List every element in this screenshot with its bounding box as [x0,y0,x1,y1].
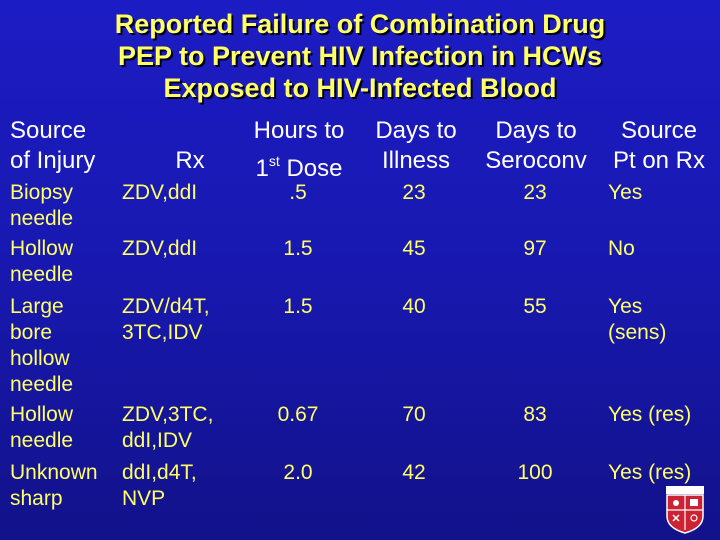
row-3-rx: ZDV/d4T, 3TC,IDV [122,294,210,346]
row-4-rx-line-2: ddI,IDV [122,429,193,452]
row-4-pt-rx-line-1: Yes (res) [608,403,692,426]
header-hours-to-first-dose: Hours to 1st Dose [238,116,360,184]
row-1-pt-rx: Yes [608,180,642,206]
header-hours-superscript: st [268,153,280,169]
row-3-source-line-3: hollow [10,347,70,370]
row-3-rx-line-1: ZDV/d4T, [122,295,210,318]
header-days-to-seroconv: Days to Seroconv [474,116,598,176]
row-1-source: Biopsy needle [10,180,73,232]
header-rx: Rx [140,116,240,176]
row-4-source: Hollow needle [10,402,73,454]
row-2-source-line-1: Hollow [10,237,74,260]
row-3-pt-rx-line-1: Yes [608,295,643,318]
title-line-1: Reported Failure of Combination Drug [114,9,606,39]
row-3-source-line-2: bore [10,321,53,344]
row-2-source: Hollow needle [10,236,73,288]
row-3-seroconv: 55 [523,295,547,318]
row-4-illness: 70 [402,403,426,426]
row-3-pt-rx-line-2: (sens) [608,321,667,344]
row-1-rx-line-1: ZDV,ddI [122,181,198,204]
row-1-source-line-2: needle [10,207,74,230]
header-source-pt-on-rx: Source Pt on Rx [600,116,718,176]
row-4-rx-line-1: ZDV,3TC, [122,403,214,426]
title-line-3: Exposed to HIV-Infected Blood [163,73,557,103]
row-2-rx: ZDV,ddI [122,236,197,262]
header-hours-number: 1 [255,155,269,182]
row-3-illness: 40 [402,295,426,318]
row-3-rx-line-2: 3TC,IDV [122,321,203,344]
row-5-illness: 42 [402,461,426,484]
row-3-pt-rx: Yes (sens) [608,294,666,346]
row-2-rx-line-1: ZDV,ddI [122,237,198,260]
row-3-hours: 1.5 [283,295,313,318]
row-4-rx: ZDV,3TC, ddI,IDV [122,402,213,454]
header-source: Source of Injury [10,116,95,176]
header-rx-line-1 [140,116,240,146]
row-4-hours: 0.67 [277,403,319,426]
header-seroconv-line-1: Days to [495,117,577,144]
header-source-line-2: of Injury [10,147,96,174]
row-5-pt-rx-line-1: Yes (res) [608,461,692,484]
row-2-seroconv: 97 [523,237,547,260]
row-5-source-line-1: Unknown [10,461,98,484]
row-4-pt-rx: Yes (res) [608,402,691,428]
header-pt-line-1: Source [620,117,698,144]
header-seroconv-line-2: Seroconv [485,147,587,174]
row-1-illness: 23 [402,181,426,204]
row-5-rx-line-1: ddI,d4T, [122,461,197,484]
header-rx-line-2: Rx [175,147,205,174]
row-3-source: Large bore hollow needle [10,294,73,398]
header-source-line-1: Source [10,117,87,144]
header-illness-line-1: Days to [375,117,457,144]
row-1-pt-rx-line-1: Yes [608,181,643,204]
row-5-rx-line-2: NVP [122,487,166,510]
row-3-source-line-4: needle [10,373,74,396]
row-5-seroconv: 100 [517,461,553,484]
row-1-hours: .5 [289,181,307,204]
row-5-pt-rx: Yes (res) [608,460,691,486]
row-4-source-line-1: Hollow [10,403,74,426]
row-1-rx: ZDV,ddI [122,180,197,206]
header-hours-line-1: Hours to [253,117,345,144]
row-2-pt-rx-line-1: No [608,237,635,260]
row-2-illness: 45 [402,237,426,260]
row-4-seroconv: 83 [523,403,547,426]
header-days-to-illness: Days to Illness [362,116,470,176]
row-3-source-line-1: Large [10,295,64,318]
title-line-2: PEP to Prevent HIV Infection in HCWs [117,41,603,71]
header-illness-line-2: Illness [381,147,451,174]
row-5-source-line-2: sharp [10,487,63,510]
header-pt-line-2: Pt on Rx [612,147,706,174]
row-2-source-line-2: needle [10,263,74,286]
row-1-seroconv: 23 [523,181,547,204]
row-5-rx: ddI,d4T, NVP [122,460,197,512]
university-logo [666,486,704,534]
slide-title: Reported Failure of Combination Drug PEP… [0,8,720,104]
header-hours-dose: Dose [286,155,343,182]
row-5-source: Unknown sharp [10,460,98,512]
row-2-hours: 1.5 [283,237,313,260]
row-5-hours: 2.0 [283,461,313,484]
row-2-pt-rx: No [608,236,635,262]
row-4-source-line-2: needle [10,429,74,452]
row-1-source-line-1: Biopsy [10,181,74,204]
header-hours-line-2: 1st Dose [238,146,360,184]
